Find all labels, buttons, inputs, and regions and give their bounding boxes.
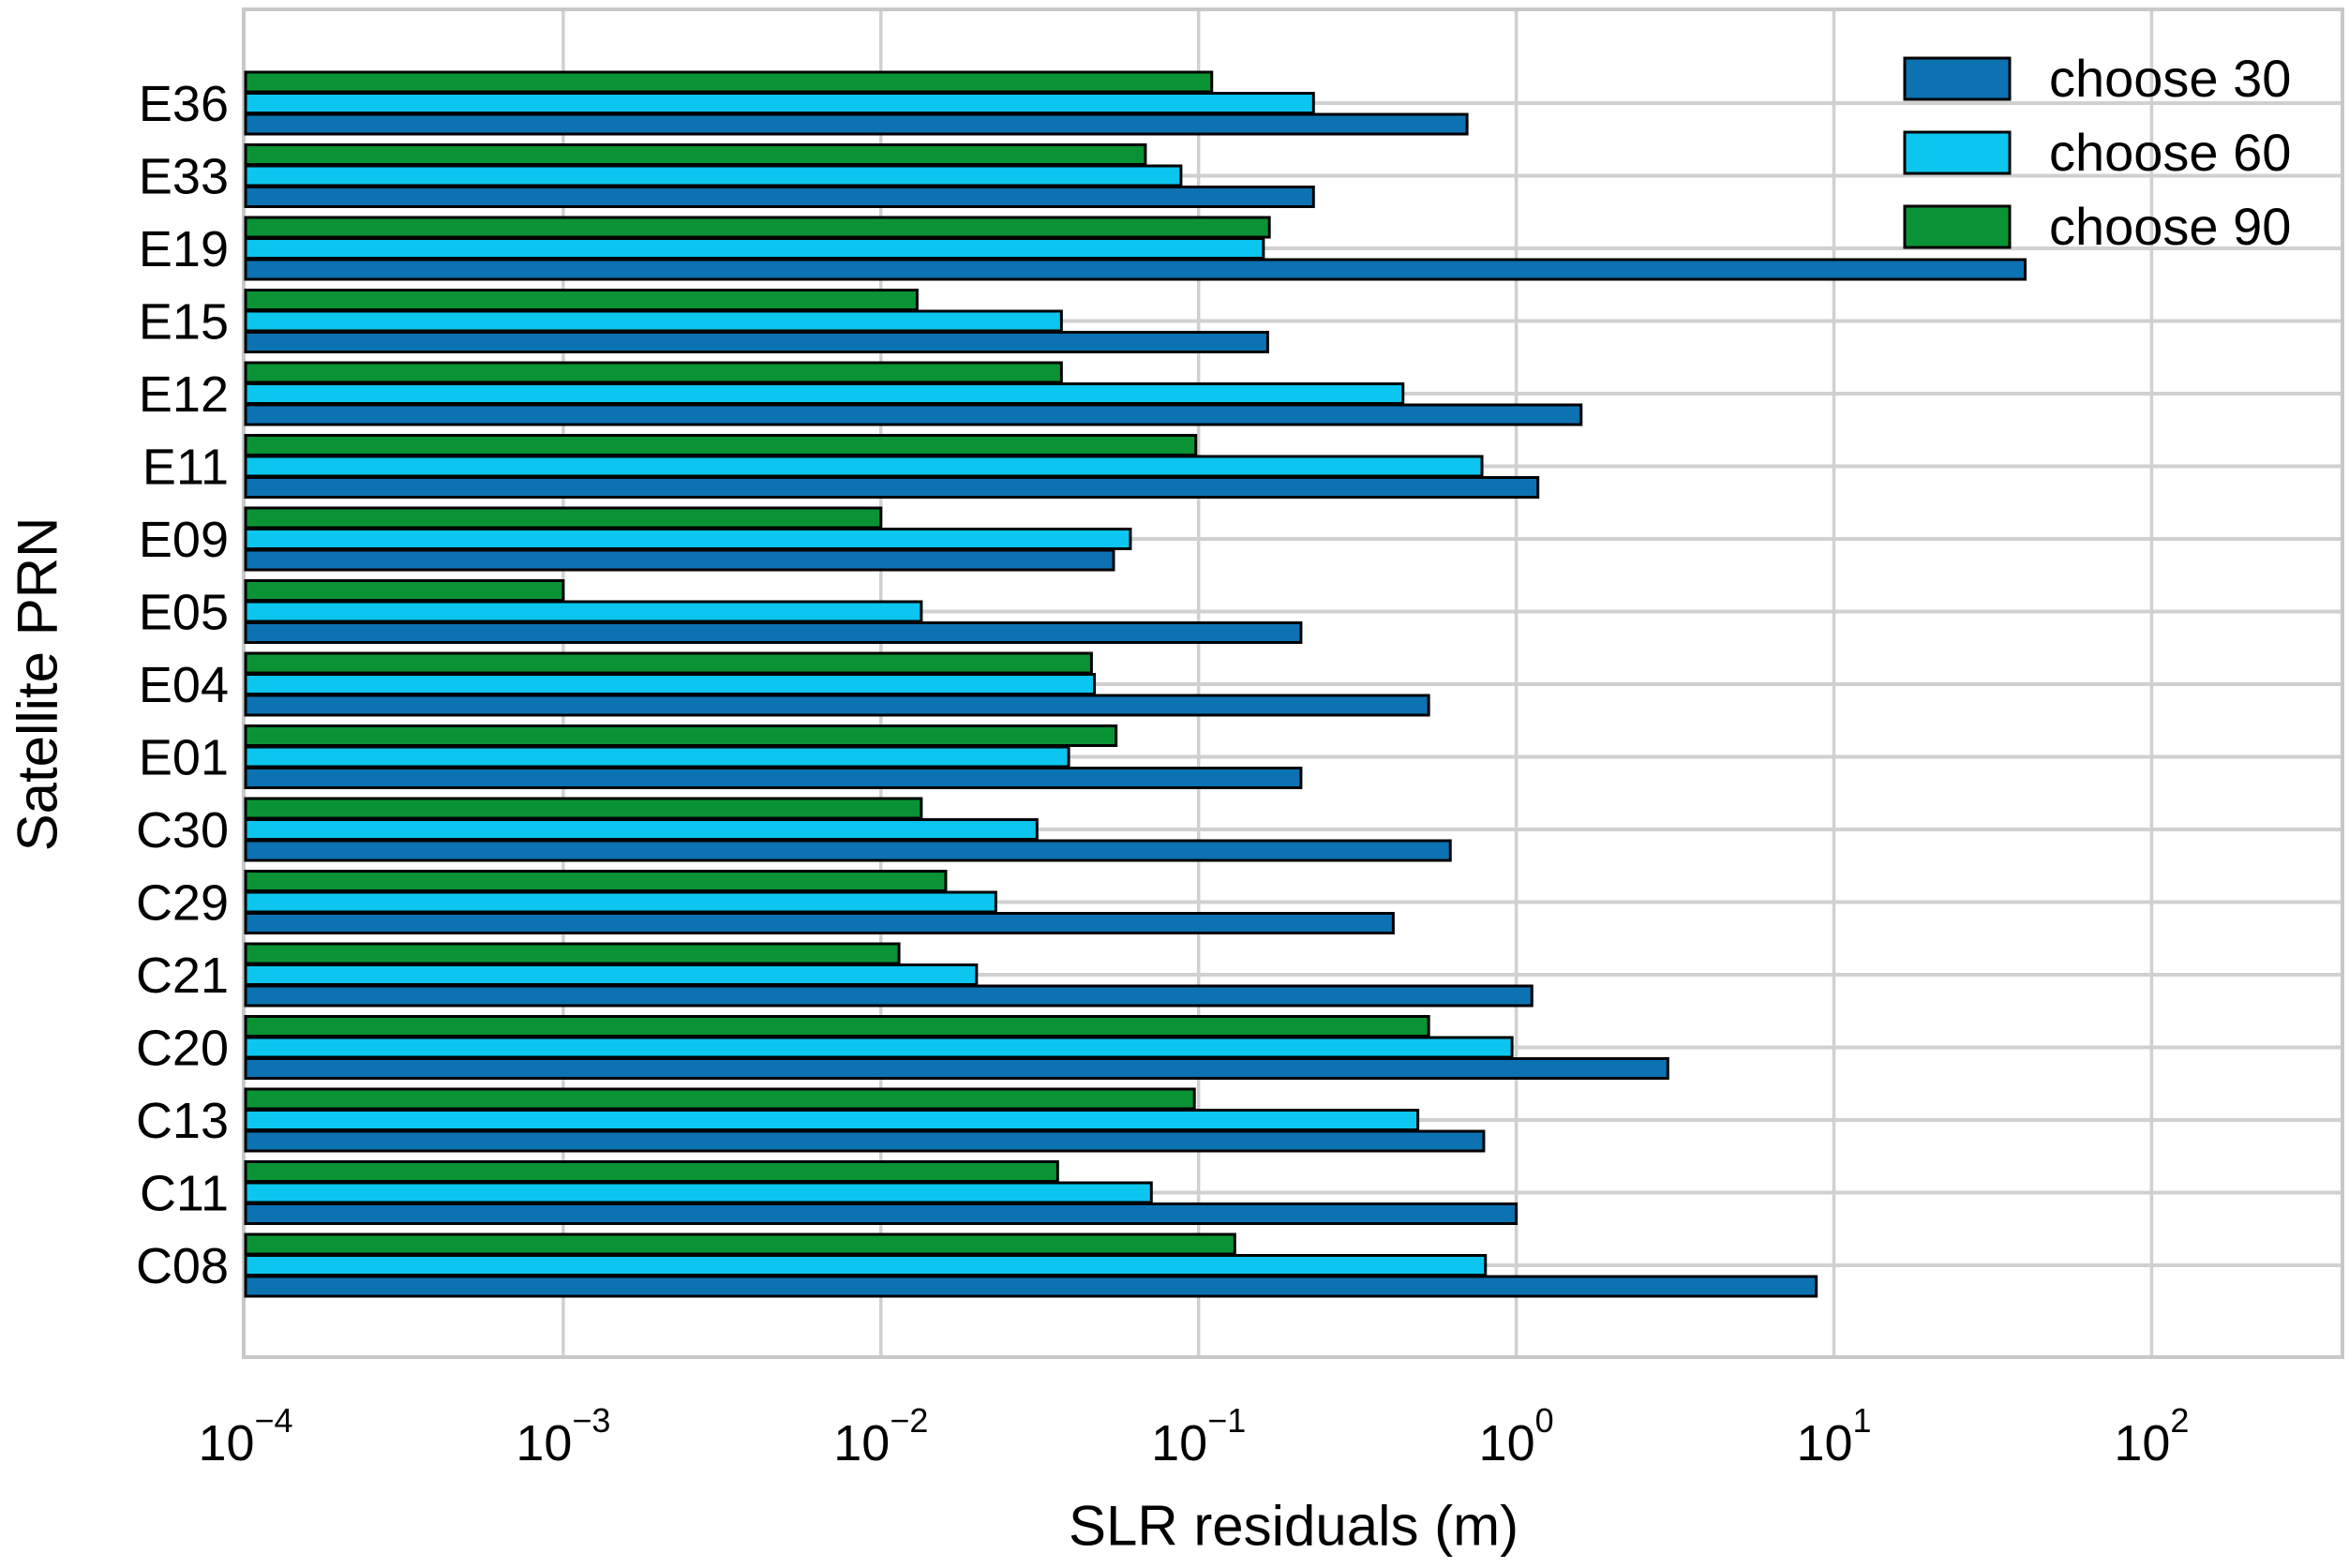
y-tick-label-C08: C08 (136, 1238, 229, 1294)
bar-E15-choose-60 (244, 309, 1063, 333)
x-tick-label-1e2: 102 (2114, 1401, 2189, 1471)
bar-C20-choose-60 (244, 1036, 1514, 1059)
legend-swatch-choose-90 (1903, 204, 2012, 249)
bar-C20-choose-30 (244, 1057, 1669, 1080)
y-tick-label-C11: C11 (140, 1166, 229, 1222)
bar-E33-choose-60 (244, 164, 1183, 187)
x-tick-label-1e-1: 10−1 (1151, 1401, 1246, 1471)
bar-E33-choose-90 (244, 143, 1147, 166)
y-tick-label-E36: E36 (139, 76, 229, 132)
bar-C11-choose-60 (244, 1181, 1153, 1204)
bar-E12-choose-30 (244, 403, 1583, 426)
plot-border (242, 7, 2344, 1359)
bar-C08-choose-90 (244, 1232, 1236, 1256)
bar-E15-choose-30 (244, 331, 1269, 353)
y-tick-label-E01: E01 (139, 730, 229, 786)
legend-label-choose-60: choose 60 (2049, 123, 2291, 182)
bar-E09-choose-90 (244, 506, 883, 530)
bar-E04-choose-90 (244, 651, 1093, 675)
bar-E19-choose-90 (244, 216, 1271, 239)
bar-E05-choose-30 (244, 621, 1303, 644)
bar-E36-choose-30 (244, 112, 1469, 136)
bar-C30-choose-90 (244, 797, 923, 820)
bar-E11-choose-90 (244, 434, 1198, 456)
x-tick-label-1e-3: 10−3 (516, 1401, 610, 1471)
bar-E01-choose-60 (244, 745, 1070, 769)
bar-C08-choose-30 (244, 1275, 1818, 1298)
y-tick-label-E12: E12 (139, 366, 229, 423)
bar-E05-choose-90 (244, 579, 565, 602)
legend-label-choose-90: choose 90 (2049, 197, 2291, 256)
bar-E36-choose-60 (244, 92, 1315, 114)
x-tick-label-1e1: 101 (1796, 1401, 1871, 1471)
bar-E01-choose-90 (244, 724, 1118, 747)
bar-C29-choose-60 (244, 890, 997, 914)
bar-E05-choose-60 (244, 600, 923, 623)
bar-E15-choose-90 (244, 289, 919, 311)
bar-E09-choose-60 (244, 528, 1132, 550)
bar-C29-choose-30 (244, 912, 1395, 934)
y-tick-label-C21: C21 (136, 948, 229, 1004)
y-tick-label-E04: E04 (139, 657, 229, 713)
legend-label-choose-30: choose 30 (2049, 49, 2291, 108)
bar-C13-choose-60 (244, 1109, 1420, 1131)
bar-E11-choose-30 (244, 476, 1540, 499)
bar-C08-choose-60 (244, 1254, 1488, 1277)
bar-E04-choose-30 (244, 694, 1430, 717)
y-tick-label-C29: C29 (136, 875, 229, 932)
bar-C21-choose-60 (244, 963, 979, 986)
y-tick-label-C30: C30 (136, 802, 229, 859)
legend-swatch-choose-30 (1903, 56, 2012, 101)
bar-C29-choose-90 (244, 870, 948, 892)
x-tick-label-1e0: 100 (1479, 1401, 1554, 1471)
legend: choose 30 choose 60 choose 90 (1903, 49, 2291, 256)
bar-E19-choose-30 (244, 258, 2027, 281)
y-tick-label-E05: E05 (139, 585, 229, 641)
x-tick-label-1e-2: 10−2 (833, 1401, 928, 1471)
bar-E04-choose-60 (244, 673, 1097, 695)
bar-C13-choose-30 (244, 1129, 1486, 1153)
bar-C13-choose-90 (244, 1087, 1196, 1111)
x-axis-title: SLR residuals (m) (1068, 1494, 1519, 1558)
y-tick-label-C13: C13 (136, 1093, 229, 1149)
y-tick-label-E11: E11 (142, 440, 229, 496)
bar-C20-choose-90 (244, 1015, 1430, 1038)
y-tick-label-E09: E09 (139, 512, 229, 568)
y-axis-title: Satellite PRN (6, 516, 69, 852)
x-tick-label-1e-4: 10−4 (198, 1401, 292, 1471)
bar-E19-choose-60 (244, 237, 1265, 260)
bar-E33-choose-30 (244, 186, 1315, 208)
bar-C21-choose-30 (244, 984, 1534, 1008)
bar-E36-choose-90 (244, 70, 1214, 94)
bar-C30-choose-60 (244, 818, 1039, 841)
legend-swatch-choose-60 (1903, 130, 2012, 175)
bar-E01-choose-30 (244, 767, 1303, 789)
y-tick-label-E33: E33 (139, 149, 229, 205)
bar-C21-choose-90 (244, 942, 901, 965)
bar-C11-choose-90 (244, 1160, 1059, 1183)
y-tick-label-E19: E19 (139, 221, 229, 277)
bar-C30-choose-30 (244, 839, 1452, 862)
bar-E11-choose-60 (244, 455, 1484, 478)
y-tick-label-E15: E15 (139, 294, 229, 351)
bar-C11-choose-30 (244, 1202, 1519, 1225)
y-tick-label-C20: C20 (136, 1021, 229, 1077)
bar-E09-choose-30 (244, 548, 1115, 572)
bar-E12-choose-60 (244, 382, 1405, 405)
bar-E12-choose-90 (244, 361, 1063, 384)
